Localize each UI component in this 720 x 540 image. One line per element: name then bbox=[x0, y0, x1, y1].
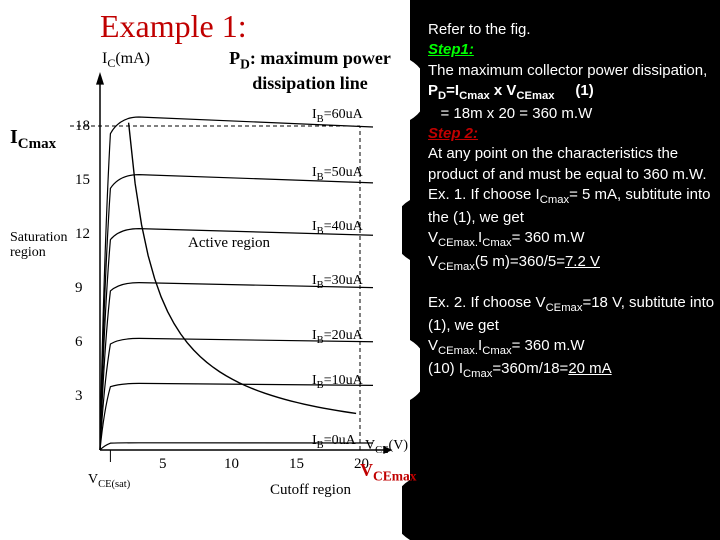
text-line: Ex. 2. If choose VCEmax=18 V, subtitute … bbox=[428, 293, 718, 336]
ib-curve-label: IB=40uA bbox=[312, 219, 363, 237]
y-tick: 6 bbox=[75, 334, 83, 351]
active-region-label: Active region bbox=[188, 235, 270, 252]
ib-curve-label: IB=60uA bbox=[312, 107, 363, 125]
text-line: (10) ICmax=360m/18=20 mA bbox=[428, 359, 718, 382]
text-line: Refer to the fig. bbox=[428, 20, 718, 40]
vcesat-label: VCE(sat) bbox=[88, 472, 130, 490]
text-line: At any point on the characteristics the … bbox=[428, 144, 718, 185]
text-line: PD=ICmax x VCEmax (1) bbox=[428, 81, 718, 104]
text-line: VCEmax.ICmax= 360 m.W bbox=[428, 228, 718, 251]
saturation-label: Saturation region bbox=[10, 230, 68, 261]
text-line: The maximum collector power dissipation, bbox=[428, 61, 718, 81]
y-axis-label: IC(mA) bbox=[102, 50, 150, 71]
slide-title: Example 1: bbox=[100, 8, 247, 45]
text-line: Ex. 1. If choose ICmax= 5 mA, subtitute … bbox=[428, 185, 718, 228]
y-tick: 9 bbox=[75, 280, 83, 297]
x-tick: 5 bbox=[159, 456, 167, 473]
y-tick: 3 bbox=[75, 388, 83, 405]
ib-curve-label: IB=20uA bbox=[312, 328, 363, 346]
explanation-panel: Refer to the fig. Step1: The maximum col… bbox=[428, 20, 718, 383]
y-tick: 12 bbox=[75, 226, 90, 243]
ib-curve-label: IB=50uA bbox=[312, 165, 363, 183]
step1-heading: Step1: bbox=[428, 40, 718, 60]
ib-curve-label: IB=0uA bbox=[312, 433, 356, 451]
x-tick: 10 bbox=[224, 456, 239, 473]
chart: IC(mA) PD: maximum power dissipation lin… bbox=[10, 50, 410, 510]
cutoff-label: Cutoff region bbox=[270, 482, 351, 499]
vce-axis-label: VCE(V) bbox=[365, 438, 408, 456]
vcemax-label: VCEmax bbox=[360, 460, 417, 485]
step2-heading: Step 2: bbox=[428, 124, 718, 144]
y-tick: 15 bbox=[75, 172, 90, 189]
text-line: VCEmax(5 m)=360/5=7.2 V bbox=[428, 252, 718, 275]
ib-curve-label: IB=10uA bbox=[312, 373, 363, 391]
y-tick: 18 bbox=[75, 118, 90, 135]
ib-curve-label: IB=30uA bbox=[312, 273, 363, 291]
text-line: = 18m x 20 = 360 m.W bbox=[428, 104, 718, 124]
icmax-label: ICmax bbox=[10, 126, 56, 153]
pd-label: PD: maximum power dissipation line bbox=[210, 48, 410, 94]
x-tick: 15 bbox=[289, 456, 304, 473]
text-line: VCEmax.ICmax= 360 m.W bbox=[428, 336, 718, 359]
